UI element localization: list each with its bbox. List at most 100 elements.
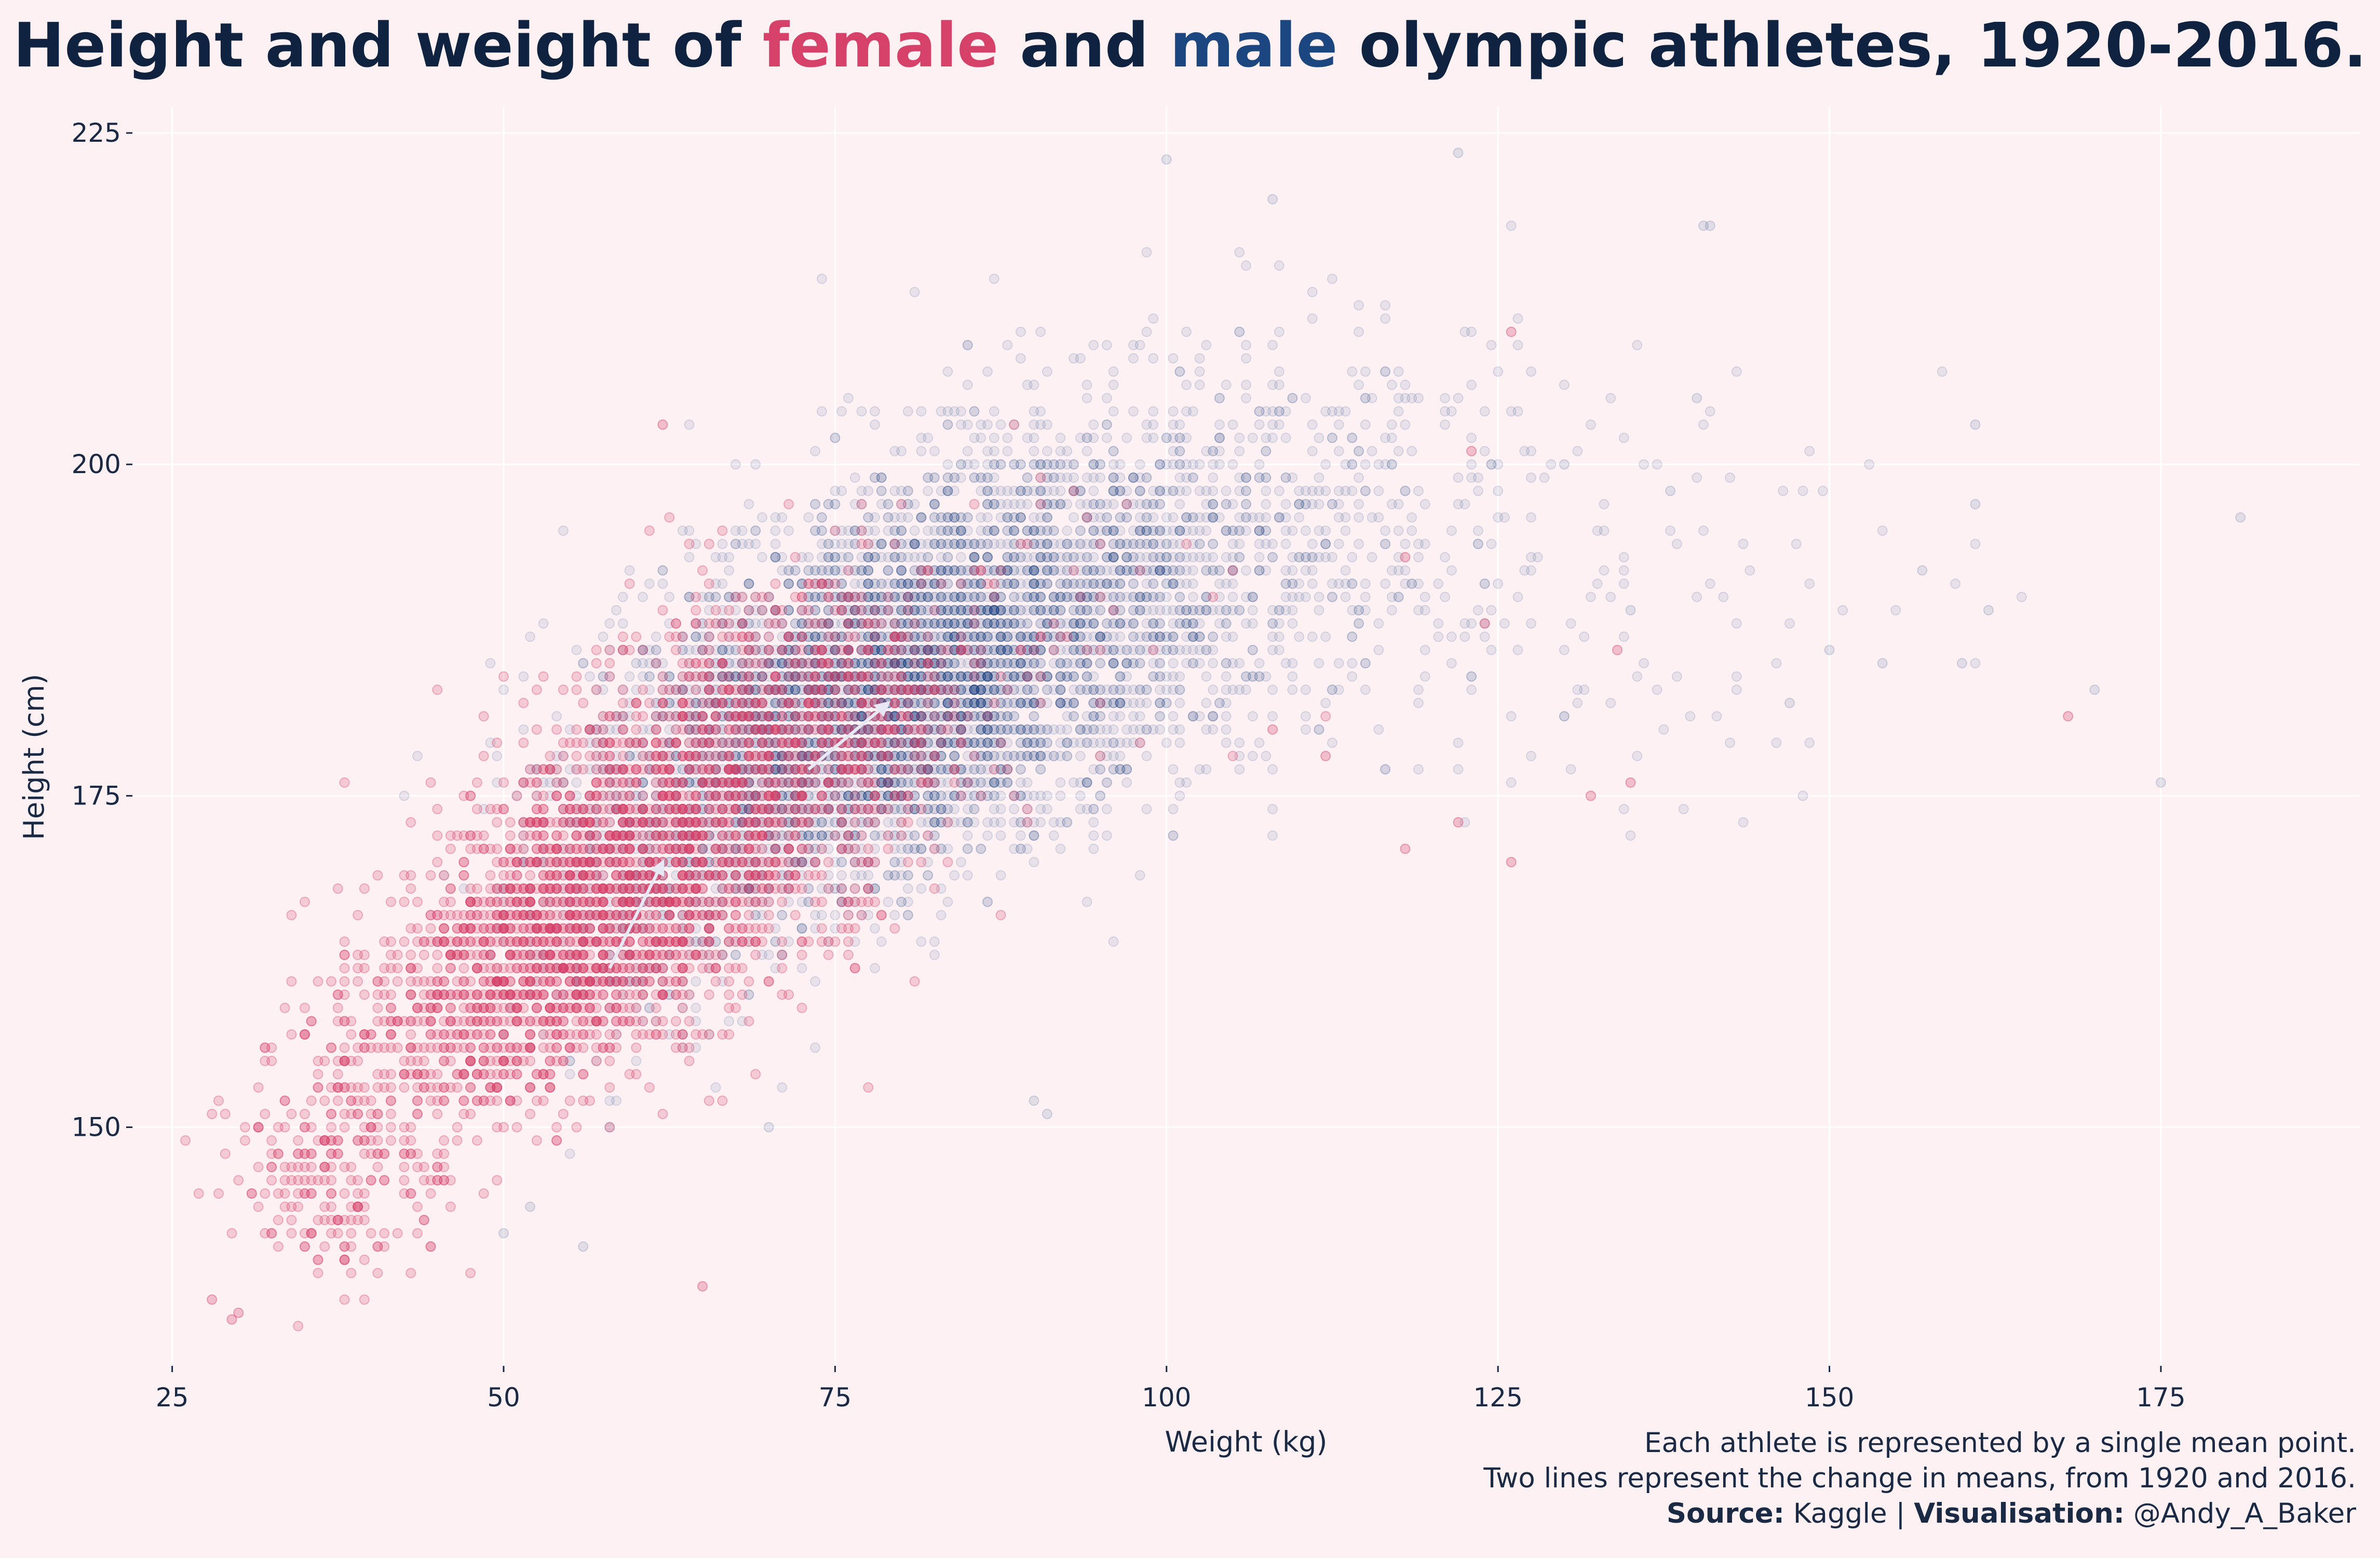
scatter-point — [750, 870, 761, 881]
scatter-point — [989, 777, 999, 788]
scatter-point — [518, 724, 529, 735]
scatter-point — [856, 750, 867, 761]
scatter-point — [843, 777, 854, 788]
scatter-point — [756, 910, 767, 921]
scatter-point — [936, 592, 946, 602]
scatter-point — [730, 949, 741, 960]
scatter-point — [995, 870, 1006, 881]
scatter-point — [531, 790, 542, 801]
scatter-point — [691, 1002, 701, 1013]
scatter-point — [1042, 803, 1052, 814]
scatter-point — [584, 830, 595, 841]
scatter-point — [611, 803, 622, 814]
scatter-point — [584, 857, 595, 867]
scatter-point — [571, 644, 582, 655]
scatter-point — [870, 790, 880, 801]
scatter-point — [870, 592, 880, 602]
scatter-point — [1009, 803, 1020, 814]
scatter-point — [651, 843, 661, 854]
scatter-point — [571, 803, 582, 814]
scatter-point — [783, 578, 794, 589]
scatter-point — [644, 923, 655, 934]
scatter-point — [564, 1055, 575, 1066]
scatter-point — [856, 910, 867, 921]
scatter-point — [770, 817, 781, 828]
scatter-point — [1075, 750, 1086, 761]
scatter-point — [756, 870, 767, 881]
scatter-point — [1155, 711, 1166, 722]
scatter-point — [1174, 790, 1185, 801]
scatter-point — [638, 976, 648, 987]
scatter-point — [578, 817, 589, 828]
scatter-point — [638, 830, 648, 841]
scatter-point — [710, 883, 721, 894]
scatter-point — [856, 711, 867, 722]
scatter-point — [657, 910, 668, 921]
scatter-point — [1181, 777, 1192, 788]
scatter-point — [564, 1148, 575, 1159]
scatter-point — [909, 830, 920, 841]
scatter-point — [624, 817, 635, 828]
scatter-point — [604, 803, 615, 814]
scatter-point — [691, 883, 701, 894]
scatter-point — [743, 989, 754, 1000]
scatter-point — [691, 857, 701, 867]
scatter-point — [902, 406, 913, 417]
scatter-point — [902, 910, 913, 921]
scatter-point — [710, 857, 721, 867]
scatter-point — [578, 817, 589, 828]
scatter-point — [651, 883, 661, 894]
scatter-point — [551, 764, 562, 775]
scatter-point — [949, 870, 960, 881]
scatter-point — [849, 578, 860, 589]
scatter-point — [664, 949, 675, 960]
scatter-point — [611, 976, 622, 987]
title-part1: Height and weight of — [13, 9, 763, 81]
scatter-point — [624, 883, 635, 894]
scatter-point — [737, 1016, 748, 1027]
scatter-point — [1075, 803, 1086, 814]
scatter-point — [717, 843, 728, 854]
scatter-point — [657, 910, 668, 921]
scatter-point — [737, 684, 748, 695]
scatter-point — [691, 632, 701, 642]
scatter-point — [929, 790, 940, 801]
scatter-point — [670, 724, 681, 735]
scatter-point — [710, 1082, 721, 1093]
scatter-point — [617, 764, 628, 775]
scatter-point — [1241, 499, 1251, 509]
scatter-point — [889, 578, 900, 589]
scatter-point — [816, 525, 827, 536]
scatter-point — [982, 525, 993, 536]
scatter-point — [697, 697, 708, 708]
scatter-point — [1267, 764, 1278, 775]
scatter-point — [995, 419, 1006, 430]
scatter-point — [571, 817, 582, 828]
scatter-point — [651, 936, 661, 947]
scatter-point — [571, 976, 582, 987]
scatter-point — [962, 870, 973, 881]
scatter-point — [697, 777, 708, 788]
scatter-point — [810, 976, 821, 987]
scatter-point — [624, 750, 635, 761]
scatter-point — [704, 923, 714, 934]
scatter-point — [843, 843, 854, 854]
scatter-point — [538, 618, 549, 629]
scatter-point — [684, 870, 695, 881]
scatter-point — [1035, 750, 1046, 761]
scatter-point — [670, 830, 681, 841]
scatter-point — [902, 552, 913, 562]
scatter-point — [710, 870, 721, 881]
scatter-point — [644, 843, 655, 854]
scatter-point — [810, 671, 821, 682]
scatter-point — [969, 684, 980, 695]
scatter-point — [670, 711, 681, 722]
scatter-point — [631, 870, 642, 881]
scatter-point — [657, 976, 668, 987]
scatter-point — [916, 406, 927, 417]
scatter-point — [670, 870, 681, 881]
scatter-point — [644, 896, 655, 907]
scatter-point — [617, 923, 628, 934]
scatter-point — [617, 870, 628, 881]
scatter-point — [604, 857, 615, 867]
